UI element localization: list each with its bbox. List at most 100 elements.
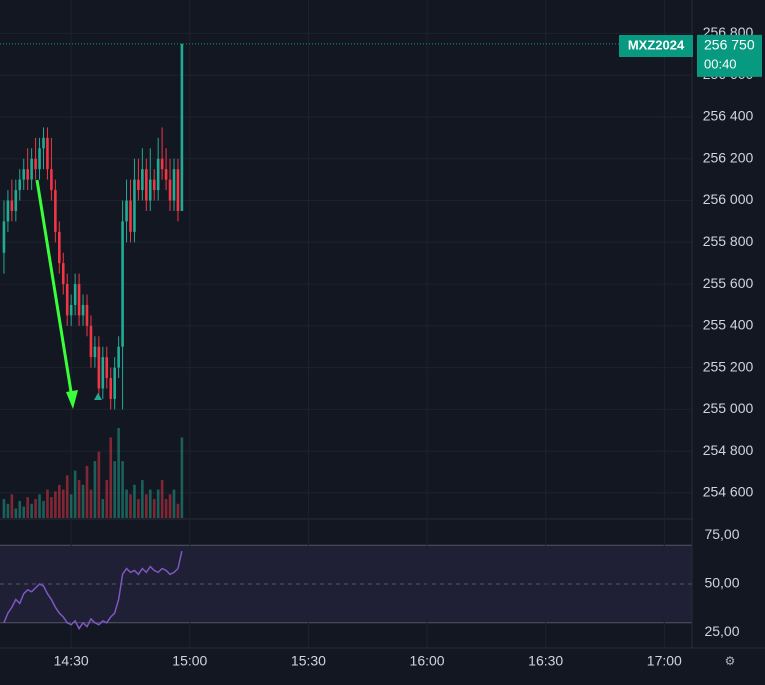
- volume-bar: [180, 437, 184, 518]
- volume-bar: [2, 499, 6, 518]
- volume-bar: [69, 494, 73, 518]
- volume-bar: [18, 500, 22, 518]
- volume-bar: [81, 484, 85, 518]
- symbol-label: MXZ2024: [628, 37, 685, 52]
- volume-bar: [50, 497, 53, 518]
- volume-bar: [65, 475, 69, 518]
- settings-icon[interactable]: ⚙: [725, 654, 736, 668]
- candle-body: [137, 179, 140, 191]
- price-tag: [697, 34, 762, 77]
- volume-bar: [42, 500, 45, 518]
- y-tick-label: 255 600: [703, 275, 754, 291]
- candle-body: [18, 179, 22, 191]
- volume-bar: [58, 484, 61, 518]
- volume-bar: [54, 491, 57, 518]
- candle-body: [61, 263, 65, 285]
- candle-body: [172, 169, 176, 201]
- y2-tick-label: 75,00: [704, 526, 739, 542]
- candle-body: [180, 43, 184, 211]
- candle-body: [164, 169, 168, 180]
- candle-body: [42, 137, 45, 149]
- y-tick-label: 255 000: [703, 400, 754, 416]
- symbol-tag: [619, 35, 693, 57]
- x-tick-label: 15:30: [291, 653, 326, 669]
- volume-bar: [22, 506, 26, 518]
- volume-bar: [34, 499, 37, 518]
- candle-body: [65, 284, 69, 316]
- volume-bar: [156, 489, 160, 518]
- countdown: 00:40: [704, 56, 737, 71]
- candle-body: [156, 158, 160, 191]
- candle-body: [77, 284, 81, 316]
- candle-body: [34, 158, 37, 170]
- x-tick-label: 16:00: [410, 653, 445, 669]
- candle-body: [93, 346, 97, 358]
- candle-body: [81, 304, 85, 316]
- volume-bar: [121, 461, 124, 518]
- candle-body: [85, 304, 89, 326]
- candle-body: [69, 304, 73, 316]
- volume-bar: [168, 494, 172, 518]
- volume-bar: [73, 470, 77, 518]
- candle-body: [145, 169, 148, 201]
- volume-bar: [176, 503, 180, 518]
- volume-bar: [6, 503, 10, 518]
- volume-bar: [61, 489, 65, 518]
- marks: [2, 43, 184, 631]
- y-tick-label: 256 200: [703, 149, 754, 165]
- candle-body: [113, 367, 116, 399]
- y2-tick-label: 50,00: [704, 575, 739, 591]
- candle-body: [6, 200, 10, 222]
- volume-bar: [85, 465, 89, 518]
- candle-body: [30, 158, 33, 180]
- candle-body: [54, 190, 57, 232]
- volume-bar: [93, 461, 97, 518]
- volume-bar: [105, 480, 109, 518]
- x-tick-label: 16:30: [528, 653, 563, 669]
- candle-body: [109, 378, 113, 399]
- y-tick-label: 255 400: [703, 317, 754, 333]
- candle-body: [89, 325, 93, 358]
- volume-bar: [164, 499, 168, 518]
- candle-body: [38, 148, 41, 170]
- x-tick-label: 14:30: [54, 653, 89, 669]
- candle-body: [101, 357, 105, 389]
- candle-body: [133, 179, 136, 232]
- volume-bar: [109, 437, 113, 518]
- candle-body: [73, 284, 77, 305]
- candle-body: [2, 221, 6, 253]
- candle-body: [148, 179, 152, 201]
- volume-bar: [117, 428, 120, 518]
- volume-bar: [137, 499, 140, 518]
- volume-bar: [26, 497, 29, 518]
- y-tick-label: 256 400: [703, 108, 754, 124]
- volume-bar: [141, 480, 144, 518]
- candle-body: [22, 169, 26, 180]
- annotation-arrowhead: [66, 390, 78, 409]
- volume-bar: [89, 489, 93, 518]
- candle-body: [97, 346, 101, 389]
- rsi-line: [3, 550, 183, 631]
- candle-body: [117, 346, 120, 368]
- x-tick-label: 17:00: [647, 653, 682, 669]
- y-tick-label: 255 800: [703, 233, 754, 249]
- candle-body: [168, 179, 172, 201]
- volume-bar: [10, 494, 14, 518]
- candle-body: [50, 169, 53, 191]
- annotation-arrow: [35, 179, 74, 399]
- labels: 14:30 15:00 15:30 16:00 16:30 17:00 254 600 254…: [54, 24, 754, 669]
- volume-bar: [30, 503, 33, 518]
- volume-bar: [97, 451, 101, 518]
- volume-bar: [145, 494, 148, 518]
- volume-bar: [148, 489, 152, 518]
- candle-body: [141, 169, 144, 191]
- volume-bar: [125, 489, 128, 518]
- candle-body: [10, 200, 14, 211]
- candle-body: [152, 179, 156, 191]
- candle-body: [125, 200, 128, 222]
- volume-bar: [77, 480, 81, 518]
- candle-body: [160, 158, 164, 170]
